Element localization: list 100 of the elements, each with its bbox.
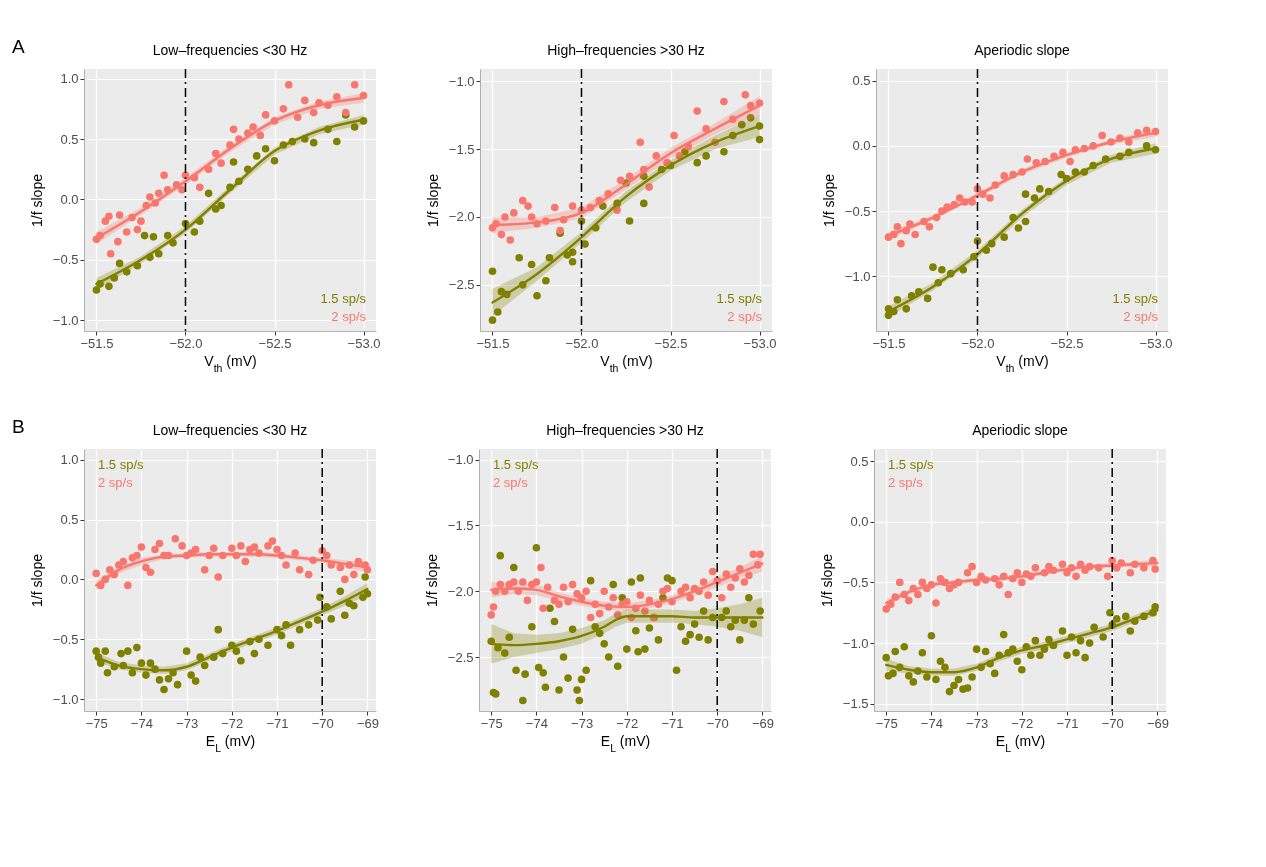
point: [268, 537, 277, 545]
point: [182, 647, 191, 655]
point: [333, 137, 341, 146]
point: [963, 684, 972, 692]
point: [568, 257, 577, 266]
x-axis-title: E$_{L}$ (mV): [600, 732, 651, 754]
point: [241, 557, 250, 566]
point: [124, 647, 132, 655]
y-axis-title: 1/f slope: [28, 553, 45, 607]
point: [895, 578, 904, 587]
point: [923, 673, 931, 681]
point: [1013, 657, 1022, 666]
y-tick-label: −0.5: [844, 203, 871, 219]
point: [119, 557, 128, 566]
point: [693, 158, 702, 167]
x-tick-label: −70: [1101, 715, 1124, 731]
point: [902, 305, 911, 313]
point: [746, 114, 755, 122]
point: [137, 217, 145, 225]
point: [142, 671, 150, 679]
x-axis-title: E$_{L}$ (mV): [205, 732, 256, 754]
point: [702, 152, 710, 160]
point: [652, 152, 661, 160]
point: [92, 647, 101, 655]
point: [968, 562, 976, 571]
point: [229, 158, 238, 166]
point: [214, 625, 223, 634]
point: [350, 601, 358, 610]
y-axis-title: 1/f slope: [818, 553, 835, 607]
y-tick-label: 0.5: [850, 453, 869, 469]
point: [1058, 627, 1067, 635]
point: [955, 194, 964, 202]
x-tick-label: −70: [311, 715, 334, 731]
point: [518, 196, 527, 205]
point: [350, 570, 358, 579]
point: [154, 189, 163, 198]
chart-title: Low‒frequencies <30 Hz: [152, 42, 308, 58]
point: [137, 543, 146, 551]
point: [1103, 572, 1112, 581]
point: [918, 648, 927, 657]
point: [891, 647, 900, 656]
y-axis-title: 1/f slope: [424, 173, 441, 227]
point: [1031, 564, 1040, 572]
point: [313, 616, 322, 624]
point: [341, 575, 349, 584]
point: [932, 675, 940, 684]
x-tick-label: −53.0: [743, 335, 777, 351]
y-tick-label: −1.5: [447, 517, 474, 533]
point: [96, 659, 105, 667]
point: [1018, 578, 1026, 587]
point: [889, 669, 897, 678]
point: [354, 557, 363, 566]
point: [1085, 639, 1094, 647]
y-tick-label: −2.5: [448, 277, 475, 293]
point: [336, 563, 345, 572]
point: [200, 566, 209, 574]
point: [232, 647, 241, 655]
point: [925, 222, 934, 231]
point: [625, 217, 634, 225]
y-tick-label: −2.5: [447, 649, 474, 665]
point: [106, 249, 115, 258]
point: [204, 189, 213, 198]
text: A: [12, 36, 25, 57]
y-tick-label: −1.0: [52, 312, 79, 328]
y-tick-label: −2.0: [448, 209, 475, 225]
point: [171, 534, 180, 543]
point: [1142, 142, 1151, 150]
text: 2 sp/s: [1123, 309, 1159, 324]
point: [625, 172, 634, 181]
point: [363, 589, 372, 598]
point: [217, 201, 225, 210]
point: [663, 158, 671, 167]
point: [914, 590, 922, 599]
point: [146, 193, 154, 201]
point: [252, 152, 261, 160]
point: [1004, 590, 1013, 599]
point: [169, 239, 177, 247]
y-tick-label: −2.0: [447, 583, 474, 599]
point: [693, 107, 702, 115]
point: [105, 212, 113, 221]
point: [1000, 233, 1008, 241]
chart-title: Aperiodic slope: [972, 422, 1069, 438]
point: [918, 578, 927, 587]
point: [204, 165, 213, 174]
point: [1000, 172, 1008, 180]
x-tick-label: −52.0: [961, 335, 995, 351]
point: [92, 569, 101, 578]
point: [286, 641, 295, 649]
text: 1.5 sp/s: [320, 291, 367, 306]
y-tick-label: 1.0: [60, 452, 79, 468]
point: [178, 185, 186, 194]
point: [893, 295, 902, 304]
point: [968, 198, 976, 206]
point: [1125, 138, 1133, 146]
point: [524, 202, 532, 210]
point: [741, 90, 750, 99]
y-tick-label: 0.0: [852, 138, 871, 154]
point: [995, 581, 1004, 589]
x-tick-label: −74: [525, 715, 548, 731]
point: [720, 97, 728, 106]
